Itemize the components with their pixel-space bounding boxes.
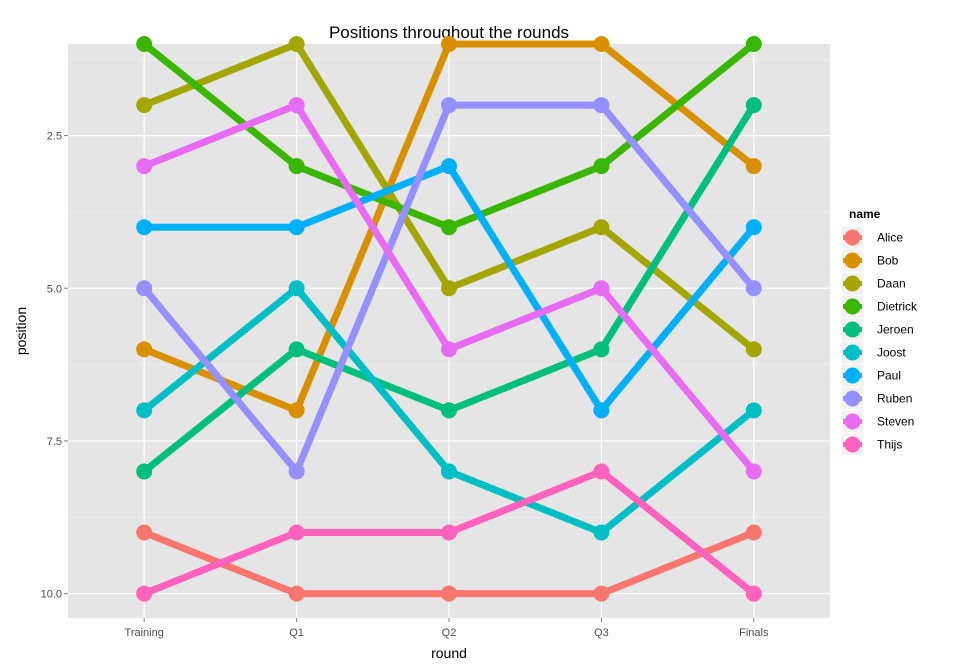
point-thijs — [136, 585, 153, 602]
x-tick-label: Training — [125, 627, 164, 639]
x-tick-label: Q1 — [289, 627, 304, 639]
legend-item-jeroen: Jeroen — [840, 317, 914, 342]
point-joost — [745, 402, 762, 419]
point-ruben — [593, 97, 610, 114]
point-paul — [441, 158, 457, 175]
point-thijs — [745, 585, 762, 602]
point-dietrick — [288, 158, 305, 175]
legend-item-ruben: Ruben — [840, 386, 912, 411]
point-daan — [745, 341, 762, 358]
legend-label: Paul — [877, 369, 901, 383]
legend-label: Steven — [877, 415, 914, 429]
legend-label: Jeroen — [877, 323, 914, 337]
point-paul — [593, 402, 610, 419]
point-bob — [288, 402, 305, 419]
point-thijs — [593, 463, 610, 480]
chart-title: Positions throughout the rounds — [329, 23, 569, 42]
point-thijs — [441, 524, 457, 541]
legend-label: Joost — [877, 346, 906, 360]
point-alice — [593, 585, 610, 602]
point-daan — [441, 280, 457, 297]
point-jeroen — [288, 341, 305, 358]
legend-key-point — [844, 321, 861, 338]
legend: name Alice Bob Daan Dietrick Jeroen Joost Paul… — [840, 207, 918, 457]
legend-key-point — [844, 413, 861, 430]
legend-key-point — [844, 275, 861, 292]
point-ruben — [136, 280, 153, 297]
point-daan — [136, 97, 153, 114]
legend-key-point — [844, 436, 861, 453]
legend-item-joost: Joost — [840, 340, 906, 365]
point-alice — [745, 524, 762, 541]
legend-label: Daan — [877, 277, 906, 291]
point-daan — [593, 219, 610, 236]
point-jeroen — [593, 341, 610, 358]
point-daan — [288, 36, 305, 52]
legend-item-alice: Alice — [840, 225, 903, 250]
legend-label: Ruben — [877, 392, 912, 406]
point-steven — [593, 280, 610, 297]
point-jeroen — [136, 463, 153, 480]
y-tick-label: 2.5 — [47, 131, 62, 143]
point-joost — [288, 280, 305, 297]
point-bob — [593, 36, 610, 52]
point-bob — [136, 341, 153, 358]
point-joost — [136, 402, 153, 419]
legend-item-steven: Steven — [840, 409, 914, 434]
y-axis-title: position — [13, 307, 29, 355]
x-axis-title: round — [431, 645, 467, 661]
point-dietrick — [593, 158, 610, 175]
point-steven — [441, 341, 457, 358]
point-jeroen — [745, 97, 762, 114]
x-tick-label: Q2 — [442, 627, 457, 639]
x-tick-label: Q3 — [594, 627, 609, 639]
legend-item-dietrick: Dietrick — [840, 294, 918, 319]
legend-label: Thijs — [877, 438, 902, 452]
legend-key-point — [844, 367, 861, 384]
point-ruben — [288, 463, 305, 480]
point-bob — [745, 158, 762, 175]
point-alice — [136, 524, 153, 541]
series-points — [136, 36, 762, 602]
point-steven — [136, 158, 153, 175]
point-joost — [593, 524, 610, 541]
legend-label: Bob — [877, 254, 899, 268]
point-paul — [136, 219, 153, 236]
point-bob — [441, 36, 457, 52]
legend-item-bob: Bob — [840, 248, 899, 273]
legend-key-point — [844, 344, 861, 361]
point-joost — [441, 463, 457, 480]
legend-label: Alice — [877, 231, 903, 245]
point-jeroen — [441, 402, 457, 419]
y-axis: 2.5 5.0 7.5 10.0 — [41, 131, 68, 601]
point-thijs — [288, 524, 305, 541]
y-tick-label: 5.0 — [47, 283, 62, 295]
legend-label: Dietrick — [877, 300, 918, 314]
legend-item-thijs: Thijs — [840, 432, 902, 457]
point-alice — [441, 585, 457, 602]
point-paul — [745, 219, 762, 236]
legend-title: name — [849, 207, 881, 221]
point-ruben — [441, 97, 457, 114]
legend-key-point — [844, 390, 861, 407]
x-tick-label: Finals — [739, 627, 769, 639]
point-ruben — [745, 280, 762, 297]
point-dietrick — [745, 36, 762, 52]
point-dietrick — [441, 219, 457, 236]
point-paul — [288, 219, 305, 236]
legend-items: Alice Bob Daan Dietrick Jeroen Joost Paul Ruben… — [840, 225, 918, 457]
y-tick-label: 7.5 — [47, 436, 62, 448]
legend-key-point — [844, 252, 861, 269]
point-alice — [288, 585, 305, 602]
legend-key-point — [844, 229, 861, 246]
legend-item-paul: Paul — [840, 363, 901, 388]
legend-key-point — [844, 298, 861, 315]
y-tick-label: 10.0 — [41, 589, 62, 601]
point-dietrick — [136, 36, 153, 52]
point-steven — [745, 463, 762, 480]
x-axis: Training Q1 Q2 Q3 Finals — [125, 618, 769, 639]
legend-item-daan: Daan — [840, 271, 906, 296]
point-steven — [288, 97, 305, 114]
